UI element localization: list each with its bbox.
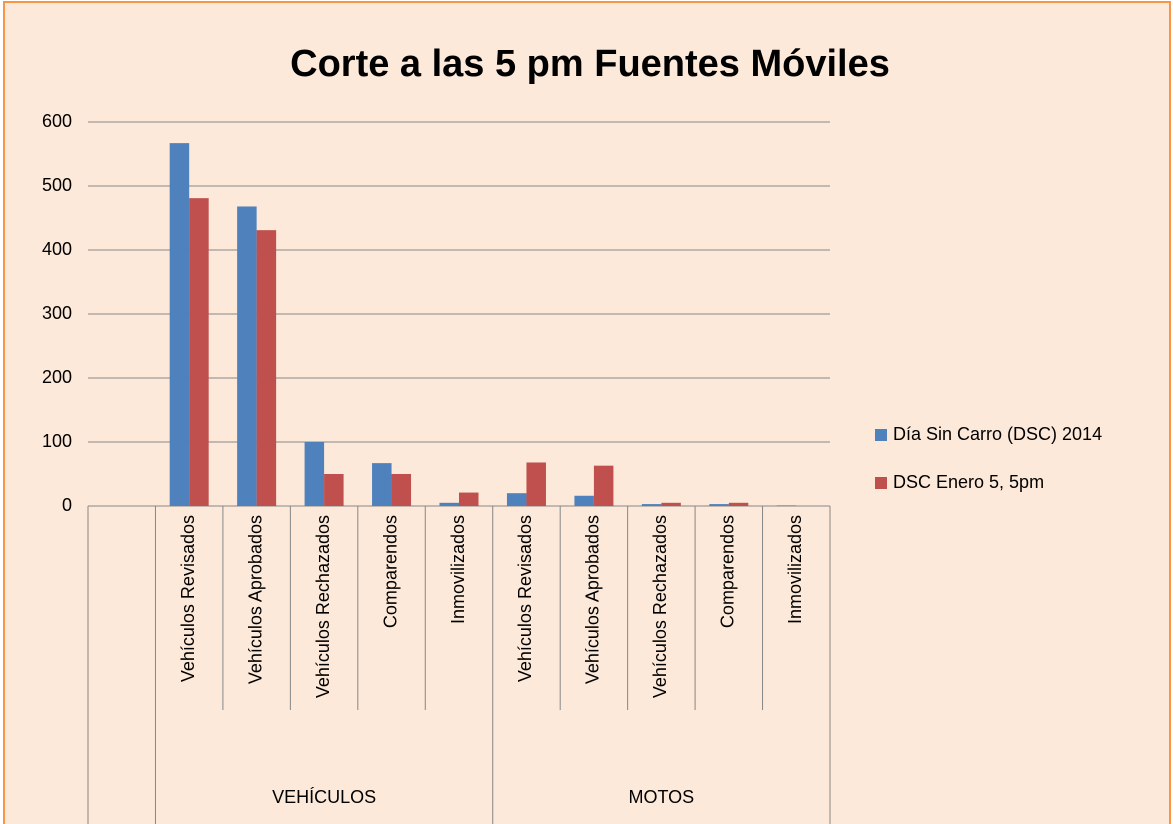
x-tick-label: Vehículos Revisados [515, 515, 535, 682]
bar [593, 465, 614, 506]
x-tick-label: Vehículos Rechazados [650, 515, 670, 698]
y-tick-label: 100 [42, 431, 72, 451]
y-tick-label: 400 [42, 239, 72, 259]
legend-swatch [875, 429, 887, 441]
x-tick-label: Comparendos [380, 515, 400, 628]
bar [526, 462, 546, 506]
x-tick-label: Comparendos [718, 515, 738, 628]
x-tick-label: Vehículos Aprobados [245, 515, 265, 684]
x-tick-label: Vehículos Rechazados [313, 515, 333, 698]
bar [324, 474, 344, 506]
legend-label: DSC Enero 5, 5pm [893, 472, 1044, 492]
y-tick-label: 600 [42, 111, 72, 131]
legend-swatch [875, 477, 887, 489]
bar [169, 143, 190, 506]
y-tick-label: 0 [62, 495, 72, 515]
bar [709, 504, 729, 506]
x-tick-label: Inmovilizados [448, 515, 468, 624]
bar [391, 474, 412, 506]
bar [304, 442, 325, 506]
bar [256, 230, 277, 506]
group-label: MOTOS [629, 787, 695, 807]
bar [506, 493, 527, 506]
bar [661, 502, 681, 506]
legend-label: Día Sin Carro (DSC) 2014 [893, 424, 1102, 444]
y-tick-label: 500 [42, 175, 72, 195]
bar [776, 505, 797, 506]
bar [574, 495, 594, 506]
y-tick-label: 200 [42, 367, 72, 387]
group-label: VEHÍCULOS [272, 787, 376, 807]
x-tick-label: Inmovilizados [785, 515, 805, 624]
x-tick-label: Vehículos Revisados [178, 515, 198, 682]
chart-title: Corte a las 5 pm Fuentes Móviles [290, 43, 890, 85]
x-tick-label: Vehículos Aprobados [583, 515, 603, 684]
bar [372, 463, 392, 506]
bar [189, 198, 209, 506]
bar [439, 502, 459, 506]
bar [237, 206, 257, 507]
bar [459, 492, 479, 506]
bar [641, 504, 662, 506]
bar [728, 502, 749, 506]
y-tick-label: 300 [42, 303, 72, 323]
